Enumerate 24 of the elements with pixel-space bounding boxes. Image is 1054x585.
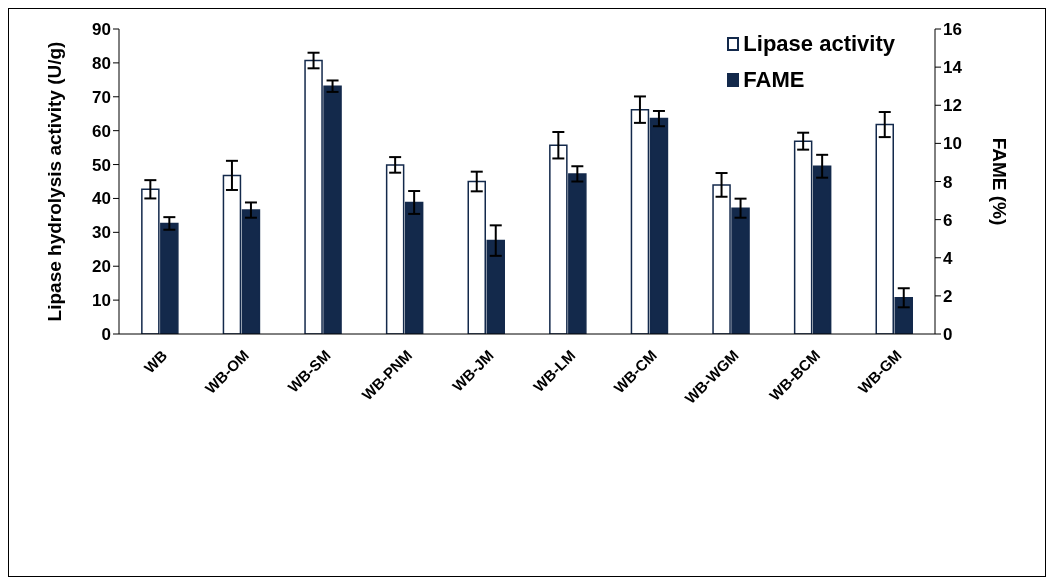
y-tick-label: 60 (92, 121, 111, 141)
y2-tick-label: 16 (943, 20, 962, 40)
y2-tick-label: 8 (943, 172, 953, 192)
x-tick-label: WB (140, 346, 171, 377)
y2-tick-label: 10 (943, 134, 962, 154)
y2-tick-label: 4 (943, 248, 953, 268)
y-tick-label: 90 (92, 20, 111, 40)
y2-axis-title: FAME (%) (989, 137, 1011, 226)
y-axis-title: Lipase hydrolysis activity (U/g) (43, 41, 65, 322)
y-tick-label: 50 (92, 155, 111, 175)
legend-label: FAME (743, 67, 805, 93)
y-tick-label: 10 (92, 291, 111, 311)
y-tick-label: 0 (101, 325, 111, 345)
legend-label: Lipase activity (743, 31, 895, 57)
y-tick-label: 70 (92, 87, 111, 107)
y2-tick-label: 2 (943, 286, 953, 306)
y-tick-label: 20 (92, 257, 111, 277)
y2-tick-label: 0 (943, 325, 953, 345)
y2-tick-label: 14 (943, 58, 963, 78)
y2-tick-label: 12 (943, 96, 962, 116)
y2-tick-label: 6 (943, 210, 953, 230)
y-tick-label: 30 (92, 223, 111, 243)
y-tick-label: 40 (92, 189, 111, 209)
y-tick-label: 80 (92, 53, 111, 73)
